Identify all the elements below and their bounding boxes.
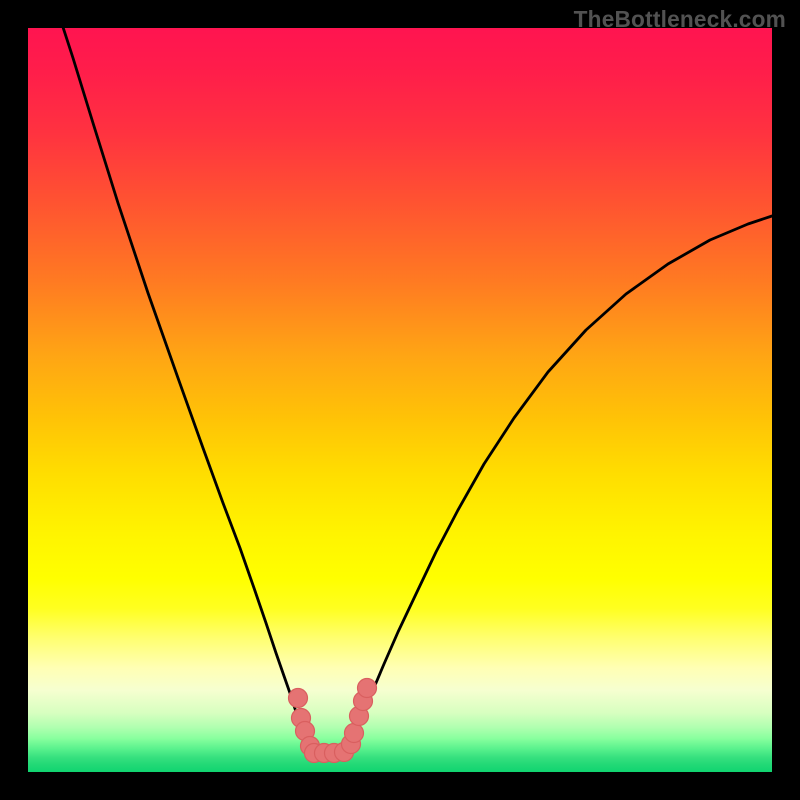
curve-layer xyxy=(28,28,772,772)
plot-area xyxy=(28,28,772,772)
chart-frame: TheBottleneck.com xyxy=(0,0,800,800)
data-point xyxy=(345,724,364,743)
data-point xyxy=(289,689,308,708)
v-curve xyxy=(60,28,772,752)
data-point xyxy=(358,679,377,698)
data-dots xyxy=(289,679,377,763)
watermark-label: TheBottleneck.com xyxy=(574,6,786,33)
